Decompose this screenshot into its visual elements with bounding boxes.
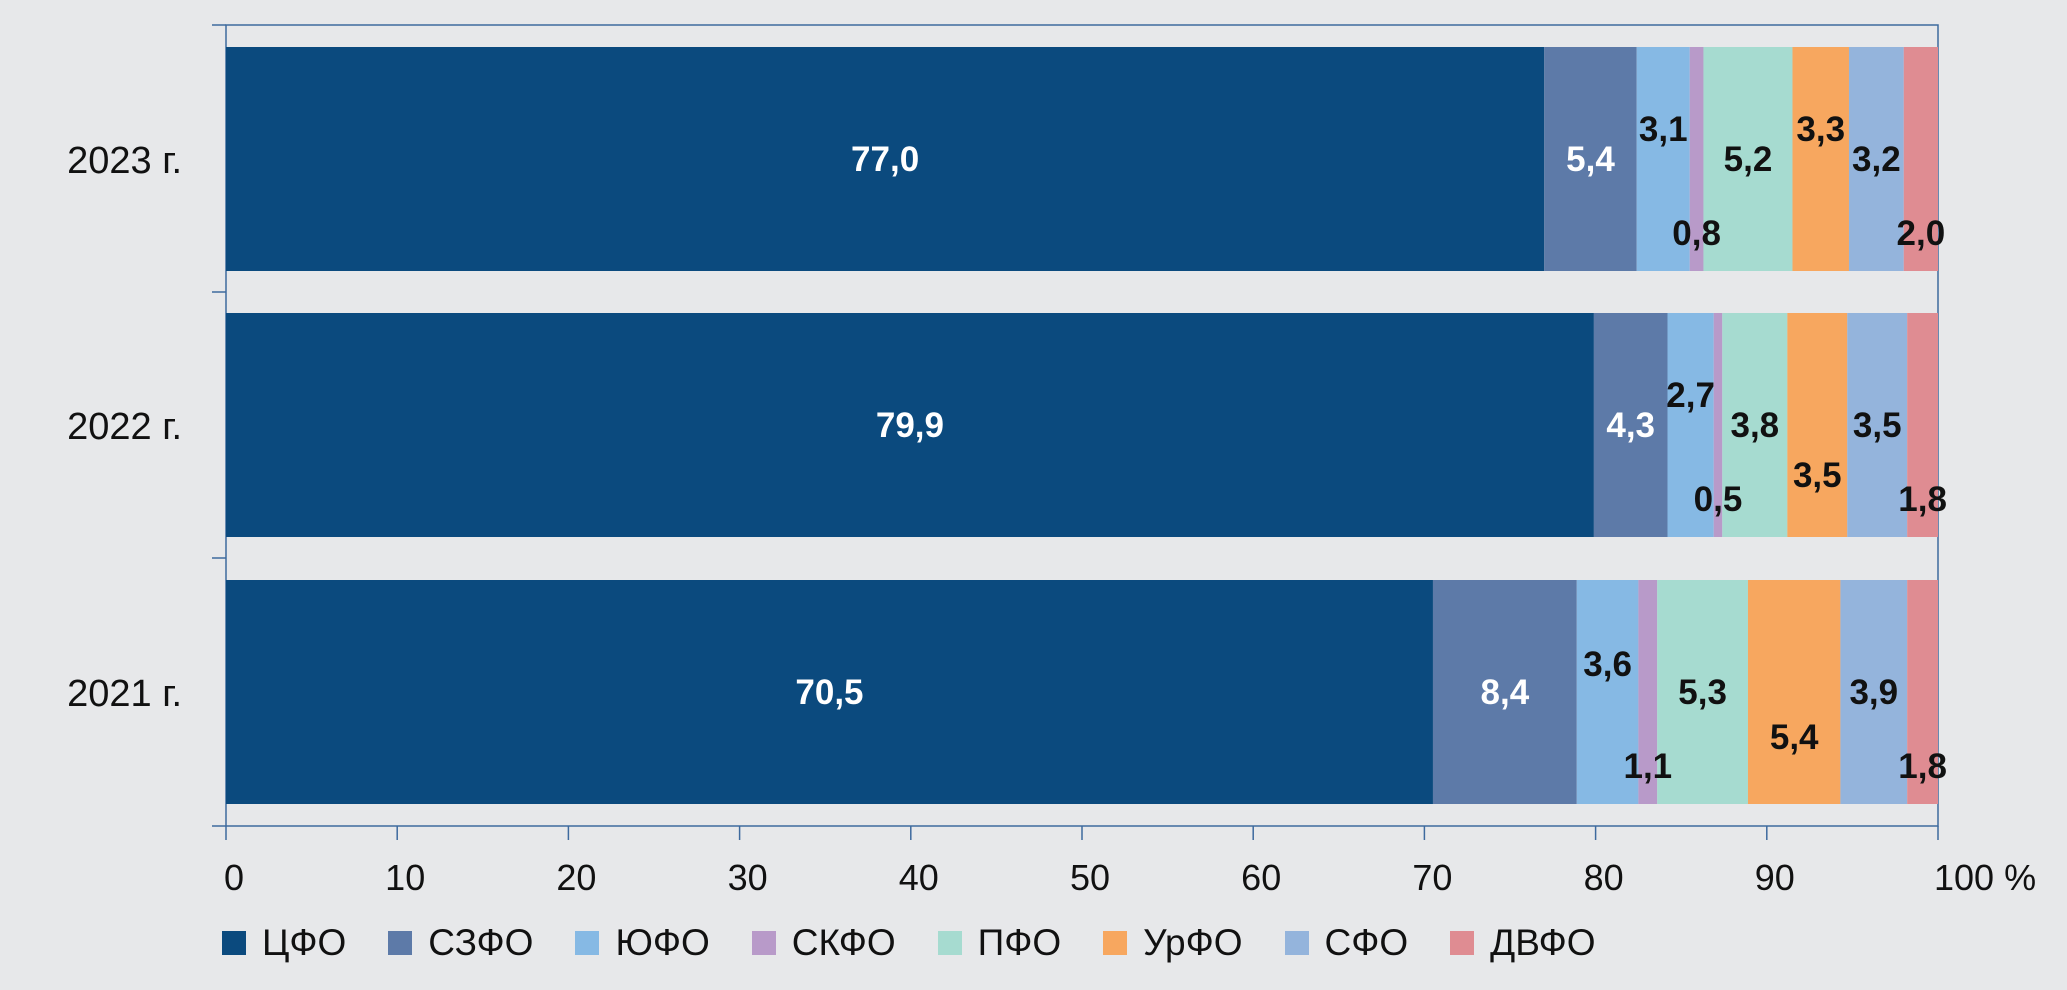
data-label: 3,3 <box>1796 110 1845 149</box>
bar-segment <box>1576 580 1639 804</box>
bar-segment <box>226 580 1433 804</box>
bar-segment <box>1636 47 1690 271</box>
bar-segment <box>1638 580 1658 804</box>
bar-segment <box>1848 47 1904 271</box>
data-label: 5,4 <box>1770 718 1819 757</box>
bar-segment <box>226 47 1545 271</box>
bar-segment <box>1847 313 1908 537</box>
bar-segment <box>1787 313 1848 537</box>
legend-item: ДВФО <box>1450 922 1596 964</box>
bar-segment <box>1722 313 1788 537</box>
bar-segment <box>1593 313 1668 537</box>
data-label: 3,6 <box>1583 645 1632 684</box>
legend-label: ЦФО <box>262 922 347 963</box>
legend-swatch <box>1284 931 1309 955</box>
data-label: 3,5 <box>1853 406 1902 445</box>
legend-item: ЮФО <box>575 922 710 964</box>
category-label: 2022 г. <box>67 406 182 448</box>
legend-label: СКФО <box>791 922 896 963</box>
bar-segment <box>1713 313 1723 537</box>
bar-segment <box>1907 313 1938 537</box>
data-label: 4,3 <box>1606 406 1655 445</box>
bar-segment <box>1657 580 1748 804</box>
legend: ЦФО СЗФО ЮФО СКФО ПФО УрФО СФО ДВФО <box>222 922 1638 964</box>
bar-segment <box>1432 580 1577 804</box>
data-label: 2,7 <box>1666 376 1715 415</box>
data-label: 0,5 <box>1694 480 1743 519</box>
x-tick-label: 60 <box>1241 857 1281 898</box>
legend-label: ПФО <box>977 922 1062 963</box>
x-tick-label: 30 <box>728 857 768 898</box>
x-tick-label: 20 <box>556 857 596 898</box>
bar-segment <box>1544 47 1637 271</box>
data-label: 1,8 <box>1898 747 1947 786</box>
bar-segment <box>1703 47 1793 271</box>
data-label: 5,4 <box>1566 140 1615 179</box>
data-label: 1,8 <box>1898 480 1947 519</box>
x-tick-label: 70 <box>1412 857 1452 898</box>
legend-item: СКФО <box>751 922 896 964</box>
x-tick-label: 10 <box>385 857 425 898</box>
data-label: 1,1 <box>1623 747 1672 786</box>
data-label: 3,9 <box>1849 673 1898 712</box>
category-label: 2023 г. <box>67 140 182 182</box>
legend-item: ПФО <box>937 922 1062 964</box>
bar-segment <box>226 313 1594 537</box>
legend-item: СЗФО <box>388 922 533 964</box>
data-label: 70,5 <box>795 673 863 712</box>
x-tick-label: 50 <box>1070 857 1110 898</box>
data-label: 0,8 <box>1672 214 1721 253</box>
data-label: 3,8 <box>1730 406 1779 445</box>
legend-swatch <box>1103 931 1128 955</box>
data-label: 5,2 <box>1724 140 1773 179</box>
data-label: 3,5 <box>1793 456 1842 495</box>
bar-segment <box>1907 580 1938 804</box>
legend-swatch <box>575 931 600 955</box>
data-label: 3,1 <box>1639 110 1688 149</box>
legend-label: СФО <box>1324 922 1409 963</box>
bar-segment <box>1792 47 1849 271</box>
data-label: 3,2 <box>1852 140 1901 179</box>
legend-label: УрФО <box>1143 922 1243 963</box>
legend-swatch <box>222 931 246 955</box>
legend-swatch <box>388 931 413 955</box>
x-tick-label: 100 % <box>1934 857 2036 898</box>
data-label: 79,9 <box>876 406 944 445</box>
legend-swatch <box>1450 931 1475 955</box>
legend-label: ДВФО <box>1490 922 1596 963</box>
data-label: 77,0 <box>851 140 919 179</box>
legend-swatch <box>751 931 776 955</box>
category-label: 2021 г. <box>67 673 182 715</box>
bar-segment <box>1747 580 1841 804</box>
x-tick-label: 40 <box>899 857 939 898</box>
bar-segment <box>1840 580 1908 804</box>
bar-segment <box>1667 313 1714 537</box>
x-tick-label: 90 <box>1755 857 1795 898</box>
data-label: 2,0 <box>1897 214 1946 253</box>
legend-swatch <box>937 931 962 955</box>
stacked-bar-chart: 0 10 20 30 40 50 60 70 80 90 100 % 2023 г. 2022 г. 20… <box>67 24 2036 898</box>
data-label: 8,4 <box>1481 673 1530 712</box>
bar-segment <box>1903 47 1938 271</box>
bar-segment <box>1689 47 1704 271</box>
data-label: 5,3 <box>1678 673 1727 712</box>
legend-item: УрФО <box>1103 922 1243 964</box>
legend-item: СФО <box>1284 922 1409 964</box>
legend-item: ЦФО <box>222 922 346 964</box>
x-tick-label: 80 <box>1584 857 1624 898</box>
legend-label: ЮФО <box>615 922 710 963</box>
x-tick-label: 0 <box>224 857 244 898</box>
legend-label: СЗФО <box>428 922 534 963</box>
